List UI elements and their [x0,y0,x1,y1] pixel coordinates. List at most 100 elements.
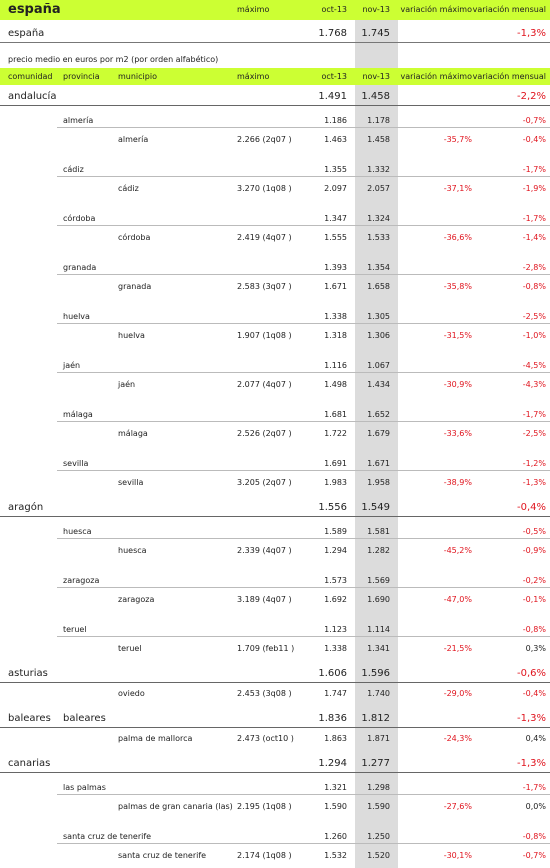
value: 1.305 [367,312,390,321]
value: 2.583 (3q07 ) [237,282,292,291]
column-header: provincia [63,72,100,81]
value: 1.491 [318,91,347,102]
row-name: españa [8,28,45,39]
value: -33,6% [443,429,472,438]
value: 2.453 (3q08 ) [237,689,292,698]
value: 1.958 [367,478,390,487]
municipio: teruel [118,644,142,653]
header-title: españa [8,2,61,17]
value: -30,1% [443,851,472,860]
provincia: santa cruz de tenerife [63,832,152,841]
value: 1.294 [318,758,347,769]
value: 1.532 [324,851,347,860]
value: -0,4% [516,502,546,513]
municipio: palmas de gran canaria (las) [118,802,233,811]
column-header: nov-13 [362,72,390,81]
municipio: almería [118,135,149,144]
value: -1,3% [516,713,546,724]
value: -1,7% [522,410,546,419]
provincia: huelva [63,312,90,321]
comunidad: aragón [8,502,44,513]
value: -1,3% [516,28,546,39]
value: 2.339 (4q07 ) [237,546,292,555]
provincia: sevilla [63,459,89,468]
municipio: oviedo [118,689,145,698]
comunidad: canarias [8,758,51,769]
row-divider [57,225,550,226]
value: 1.812 [361,713,390,724]
row-divider [57,323,550,324]
value: -1,7% [522,214,546,223]
value: -0,9% [522,546,546,555]
comunidad: andalucía [8,91,57,102]
row-divider [57,843,550,844]
row-divider [57,421,550,422]
value: 1.836 [318,713,347,724]
nov-column-shade [355,20,398,868]
row-divider [57,127,550,128]
provincia: huesca [63,527,92,536]
comunidad: asturias [8,668,48,679]
value: -1,0% [522,331,546,340]
municipio: huesca [118,546,147,555]
value: 0,3% [525,644,546,653]
value: 1.573 [324,576,347,585]
municipio: sevilla [118,478,144,487]
value: 1.581 [367,527,390,536]
value: -4,5% [522,361,546,370]
value: 1.722 [324,429,347,438]
provincia: málaga [63,410,93,419]
value: -4,3% [522,380,546,389]
value: 1.652 [367,410,390,419]
value: 1.709 (feb11 ) [237,644,295,653]
value: 1.907 (1q08 ) [237,331,292,340]
value: 1.520 [367,851,390,860]
municipio: santa cruz de tenerife [118,851,207,860]
column-header: variación mensual [472,5,546,14]
value: 1.863 [324,734,347,743]
value: -27,6% [443,802,472,811]
value: 1.745 [361,28,390,39]
row-divider [57,470,550,471]
row-divider [57,538,550,539]
value: 1.332 [367,165,390,174]
value: -1,3% [522,478,546,487]
row-divider [0,682,550,683]
value: 1.123 [324,625,347,634]
value: -0,6% [516,668,546,679]
value: 0,4% [525,734,546,743]
value: 1.555 [324,233,347,242]
value: -36,6% [443,233,472,242]
value: 1.354 [367,263,390,272]
value: -0,7% [522,851,546,860]
row-divider [57,176,550,177]
row-divider [57,794,550,795]
value: 1.681 [324,410,347,419]
value: 1.498 [324,380,347,389]
value: -24,3% [443,734,472,743]
row-divider [0,727,550,728]
value: 3.270 (1q08 ) [237,184,292,193]
value: -0,4% [522,689,546,698]
comunidad: baleares [8,713,51,724]
row-divider [57,372,550,373]
value: -0,8% [522,625,546,634]
value: 1.341 [367,644,390,653]
value: 1.116 [324,361,347,370]
value: 1.178 [367,116,390,125]
column-header: comunidad [8,72,53,81]
municipio: huelva [118,331,145,340]
value: 1.321 [324,783,347,792]
table-header-bar [0,68,550,85]
value: 1.589 [324,527,347,536]
value: 1.569 [367,576,390,585]
municipio: granada [118,282,152,291]
value: 2.266 (2q07 ) [237,135,292,144]
value: 1.549 [361,502,390,513]
value: -35,7% [443,135,472,144]
value: -0,8% [522,832,546,841]
value: 1.458 [361,91,390,102]
value: -21,5% [443,644,472,653]
column-header: oct-13 [321,72,348,81]
value: 1.590 [324,802,347,811]
